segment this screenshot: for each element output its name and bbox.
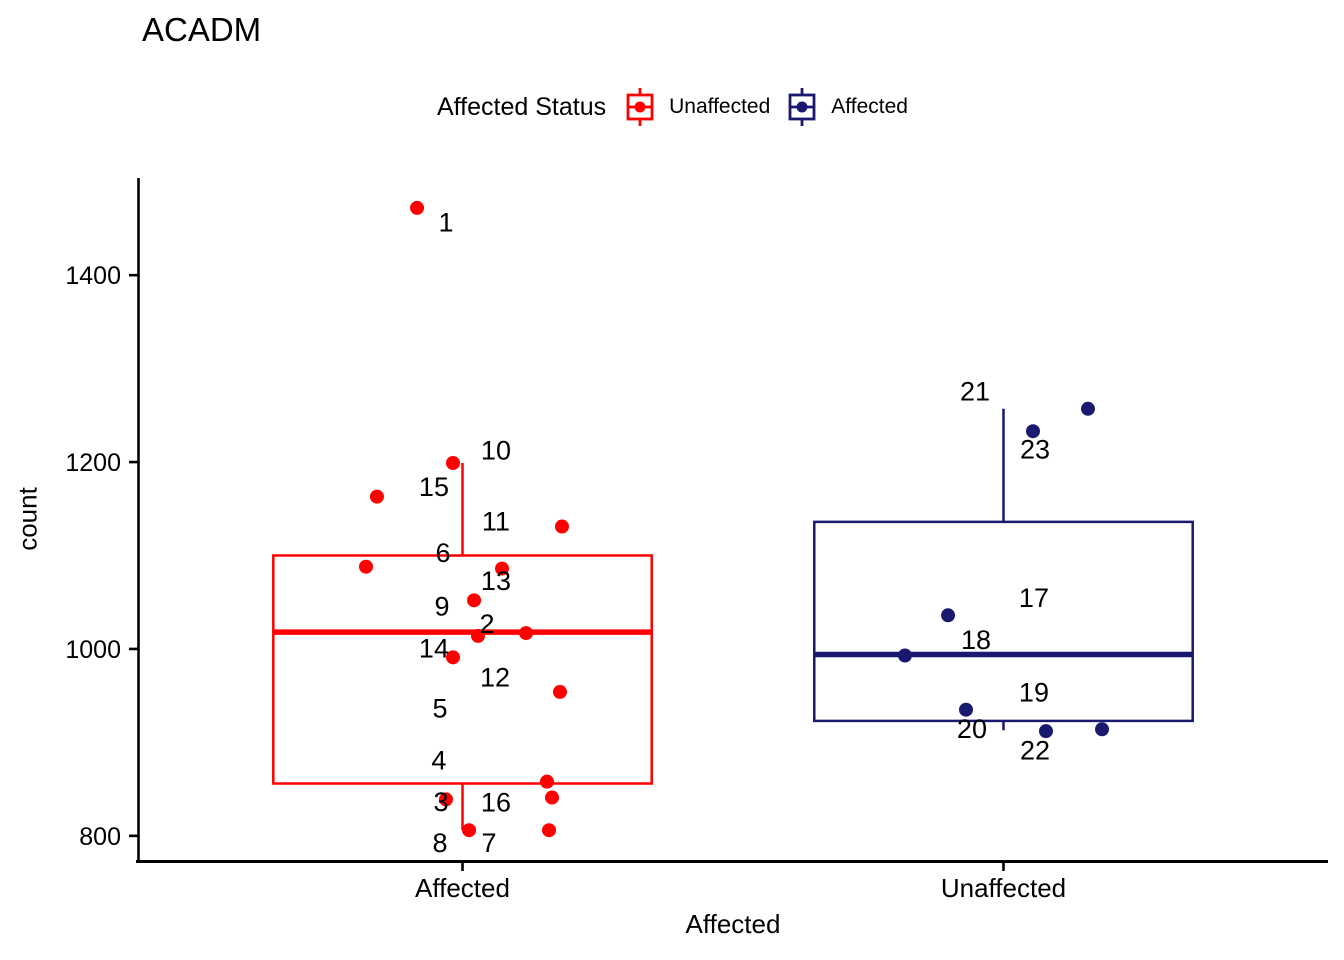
- data-point: [545, 790, 560, 805]
- box: [272, 554, 653, 785]
- data-point: [467, 593, 482, 608]
- point-label: 14: [419, 634, 449, 664]
- y-tick-label: 800: [79, 823, 121, 851]
- data-point: [369, 489, 384, 504]
- point-label: 10: [481, 435, 511, 465]
- data-point: [445, 456, 460, 470]
- data-point: [470, 628, 485, 643]
- data-point: [410, 200, 425, 215]
- data-point: [1025, 424, 1040, 439]
- point-label: 12: [480, 662, 510, 692]
- data-point: [495, 561, 510, 576]
- point-label: 7: [482, 828, 497, 858]
- y-tick-label: 1400: [65, 262, 121, 290]
- point-label: 16: [481, 788, 511, 818]
- data-point: [1080, 401, 1095, 416]
- box: [813, 520, 1194, 723]
- point-label: 19: [1019, 677, 1049, 707]
- point-label: 2: [480, 609, 495, 639]
- point-label: 13: [481, 566, 511, 596]
- data-point: [941, 608, 956, 623]
- x-tick-label: Unaffected: [941, 873, 1066, 903]
- point-label: 9: [435, 591, 450, 621]
- x-tick-label: Affected: [415, 873, 510, 903]
- data-point: [552, 684, 567, 699]
- boxplot-key-icon: [788, 88, 816, 126]
- legend-title: Affected Status: [437, 92, 607, 121]
- x-axis-title: Affected: [685, 909, 781, 939]
- data-point: [1038, 724, 1053, 739]
- boxplot-key-icon: [626, 88, 654, 126]
- data-point: [1095, 722, 1110, 737]
- point-label: 18: [961, 625, 991, 655]
- data-point: [540, 774, 555, 789]
- y-tick-label: 1000: [65, 636, 121, 664]
- data-point: [462, 823, 477, 838]
- point-label: 21: [960, 377, 990, 407]
- data-point: [359, 559, 374, 574]
- point-label: 3: [433, 787, 448, 817]
- data-point: [959, 702, 974, 717]
- point-label: 5: [433, 693, 448, 723]
- legend: Affected Status Unaffected Affected: [437, 84, 908, 130]
- point-label: 4: [431, 746, 446, 776]
- chart-title: ACADM: [142, 11, 262, 48]
- data-point: [438, 792, 453, 807]
- legend-item-unaffected: Unaffected: [624, 87, 770, 127]
- point-label: 1: [438, 207, 453, 237]
- point-label: 11: [482, 506, 510, 536]
- point-label: 22: [1020, 735, 1050, 765]
- point-label: 15: [419, 472, 449, 502]
- data-point: [897, 648, 912, 663]
- point-label: 6: [435, 538, 450, 568]
- point-label: 20: [957, 714, 987, 744]
- legend-item-label: Affected: [831, 95, 908, 118]
- y-axis-title: count: [12, 487, 43, 551]
- y-tick-label: 1200: [65, 449, 121, 477]
- legend-item-label: Unaffected: [669, 95, 771, 118]
- data-point: [542, 823, 557, 838]
- point-label: 23: [1020, 434, 1050, 464]
- legend-item-affected: Affected: [786, 87, 908, 127]
- point-label: 8: [433, 828, 448, 858]
- data-point: [445, 650, 460, 665]
- data-point: [554, 519, 569, 534]
- point-label: 17: [1019, 583, 1049, 613]
- data-point: [519, 626, 534, 641]
